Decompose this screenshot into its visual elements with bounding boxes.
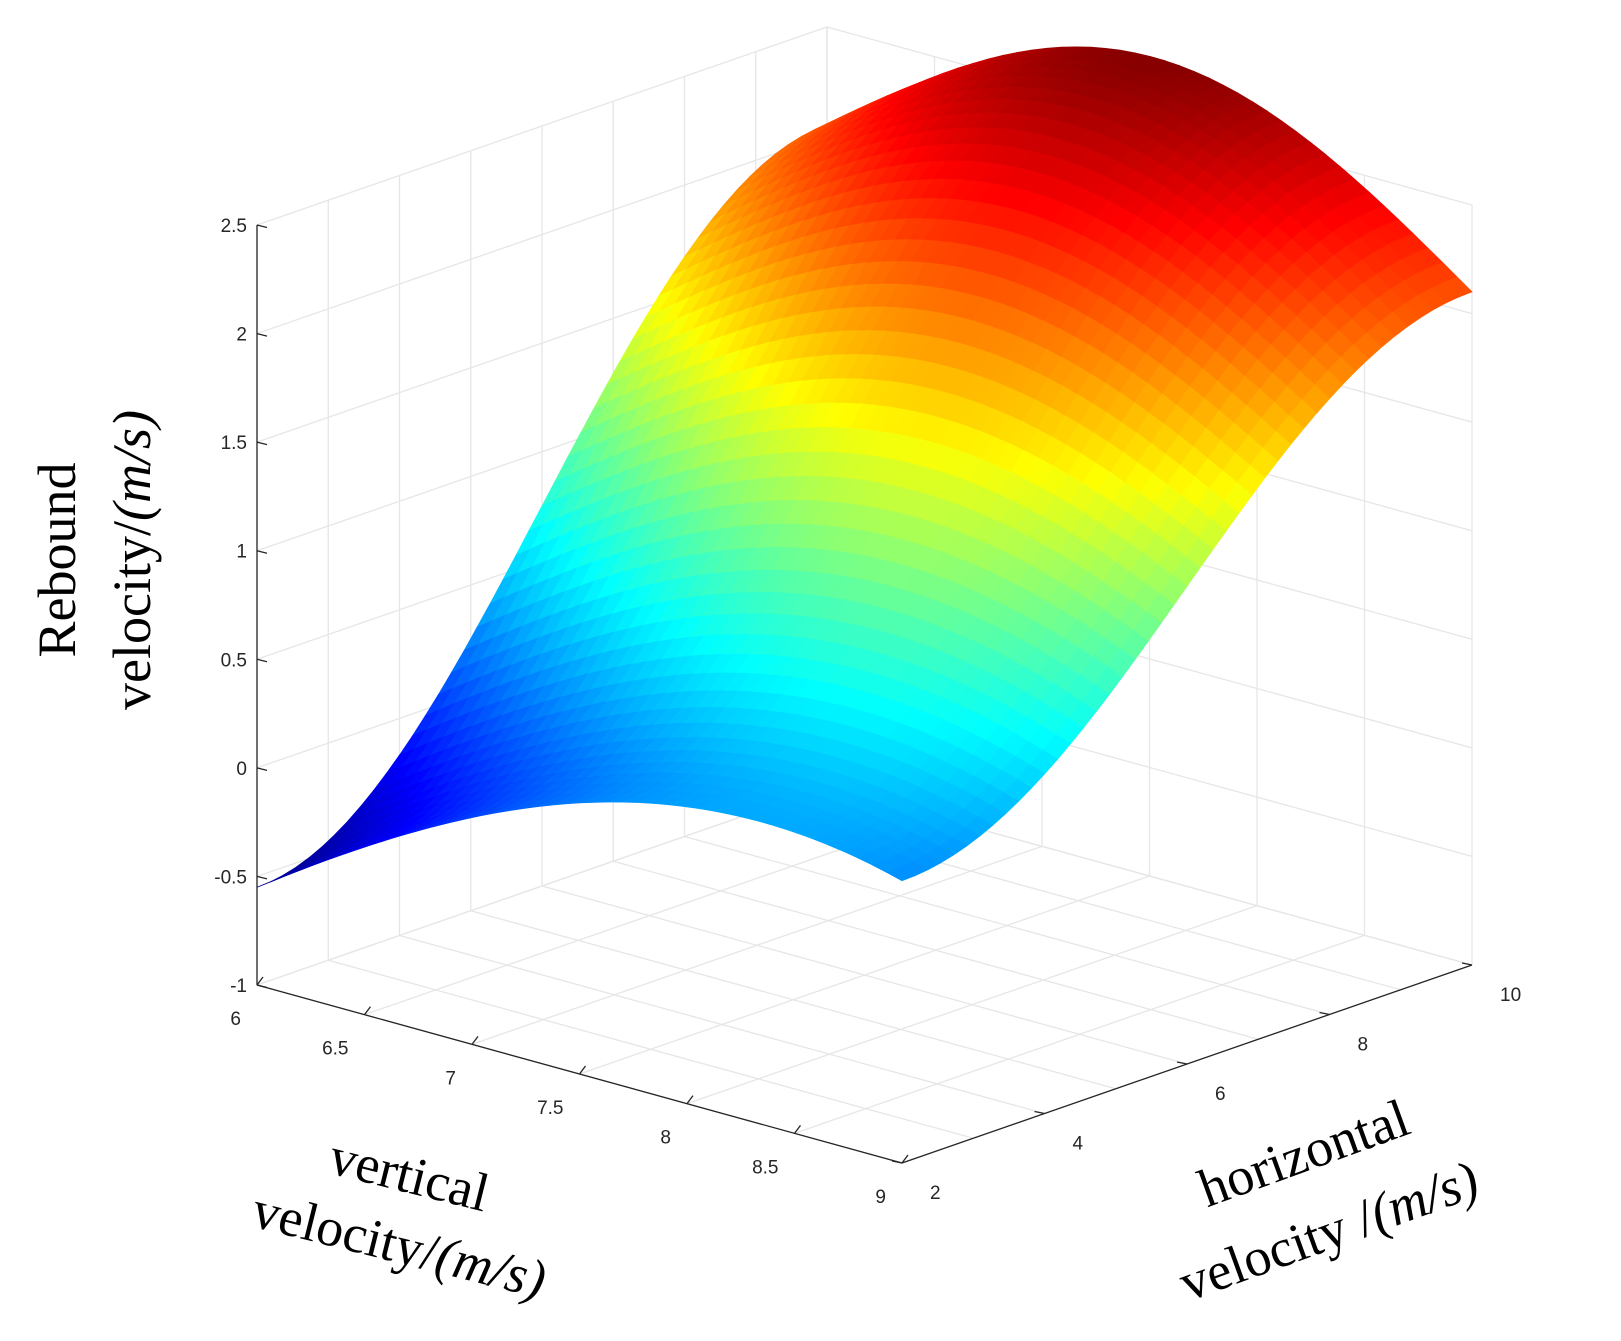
z-tick-mark xyxy=(256,984,268,989)
x-tick-mark xyxy=(363,1006,372,1016)
x-tick-label: 6.5 xyxy=(322,1039,348,1060)
z-axis-title-line2-unit: (m/s) xyxy=(102,410,162,521)
grid-line xyxy=(256,134,828,335)
z-tick-label: 0 xyxy=(236,759,247,780)
y-tick-label: 6 xyxy=(1215,1084,1226,1105)
grid-line xyxy=(613,860,1259,1040)
y-tick-mark xyxy=(891,1160,903,1164)
z-tick-label: 2.5 xyxy=(221,216,247,237)
x-tick-label: 9 xyxy=(875,1187,886,1208)
surface-plot xyxy=(256,46,1473,888)
z-tick-mark xyxy=(256,441,268,446)
surface-patch xyxy=(886,867,916,882)
tick-labels: -1 -0.5 0 0.5 1 1.5 2 2.5 6 6.5 7 7.5 8 8.5 9 2 4 6 8 10 xyxy=(214,216,1521,1208)
x-axis-title-line2-unit: (m/s) xyxy=(430,1225,552,1310)
grid-line xyxy=(470,910,1116,1090)
y-axis-title-line2-unit: (m/s) xyxy=(1362,1149,1487,1243)
grid-line xyxy=(328,959,974,1139)
z-tick-mark xyxy=(256,767,268,771)
x-tick-label: 7 xyxy=(445,1068,456,1089)
x-tick-label: 7.5 xyxy=(537,1098,563,1119)
z-tick-mark xyxy=(256,550,268,554)
z-tick-mark xyxy=(256,224,268,229)
y-tick-label: 10 xyxy=(1500,985,1521,1006)
z-axis-title-line1: Rebound xyxy=(27,463,87,658)
grid-line xyxy=(399,934,1045,1115)
x-tick-label: 8.5 xyxy=(752,1157,778,1178)
z-tick-label: 2 xyxy=(236,325,247,346)
z-tick-mark xyxy=(256,332,268,337)
x-tick-label: 8 xyxy=(660,1128,671,1149)
z-tick-label: 1.5 xyxy=(221,433,247,454)
x-tick-mark xyxy=(578,1065,587,1075)
z-tick-label: -1 xyxy=(230,976,247,997)
z-tick-mark xyxy=(256,875,268,880)
y-tick-mark xyxy=(1461,962,1473,966)
y-tick-label: 4 xyxy=(1073,1134,1084,1155)
grid-line xyxy=(684,835,1330,1016)
z-axis-title-2: velocity/(m/s) xyxy=(102,410,162,710)
z-axis-title: Rebound xyxy=(27,463,87,658)
surface-patch xyxy=(282,861,311,876)
y-tick-label: 8 xyxy=(1358,1035,1369,1056)
z-tick-label: 0.5 xyxy=(221,650,247,671)
x-tick-label: 6 xyxy=(230,1009,241,1030)
x-tick-mark xyxy=(901,1154,909,1164)
axis-layer xyxy=(256,224,1473,1164)
y-axis-title-line2-prefix: velocity / xyxy=(1171,1187,1382,1313)
y-tick-mark xyxy=(1319,1011,1330,1016)
z-tick-label: -0.5 xyxy=(214,867,247,888)
y-tick-mark xyxy=(1176,1061,1188,1065)
x-tick-mark xyxy=(256,976,264,986)
y-tick-label: 2 xyxy=(930,1183,941,1204)
x-tick-mark xyxy=(793,1124,802,1134)
grid-line xyxy=(541,885,1188,1065)
z-tick-mark xyxy=(256,658,268,663)
y-tick-mark xyxy=(1034,1110,1045,1115)
x-tick-mark xyxy=(471,1035,479,1045)
z-axis-title-line2-prefix: velocity/ xyxy=(102,521,162,710)
z-tick-label: 1 xyxy=(236,542,247,563)
grid-line xyxy=(256,26,828,226)
x-tick-mark xyxy=(686,1095,694,1105)
